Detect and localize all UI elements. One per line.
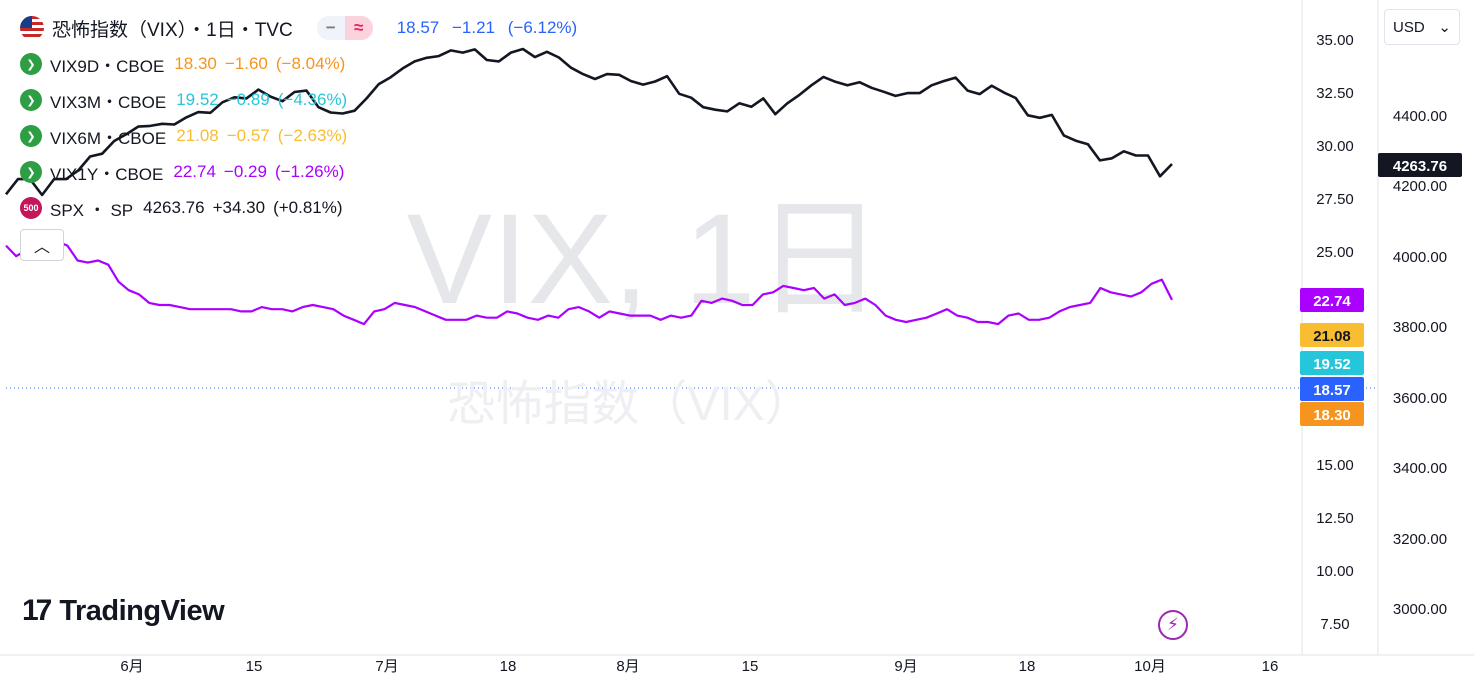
approx-icon[interactable]: ≈	[344, 16, 373, 40]
exchange-label: TVC	[254, 19, 293, 41]
right-axis-tick: 3200.00	[1393, 531, 1447, 548]
legend-change-pct: (+0.81%)	[273, 198, 343, 217]
lightning-icon[interactable]: ⚡	[1158, 610, 1188, 640]
right-axis-tick: 4200.00	[1393, 178, 1447, 195]
legend-change-pct: (−2.63%)	[277, 126, 348, 145]
chevron-down-icon: ⌄	[1438, 19, 1451, 36]
legend-row-vix9d[interactable]: ❯ VIX9D・CBOE 18.30 −1.60 (−8.04%)	[20, 46, 585, 82]
series-vix1y-line	[5, 240, 1173, 326]
legend-symbol: VIX6M・CBOE	[50, 128, 167, 148]
price-label-text: 22.74	[1313, 293, 1351, 310]
legend-symbol: VIX3M・CBOE	[50, 92, 167, 112]
time-axis-tick: 18	[1019, 658, 1036, 675]
watermark-sub: 恐怖指数（VIX）	[447, 378, 812, 431]
main-values: 18.57 −1.21 (−6.12%)	[397, 18, 585, 38]
currency-label: USD	[1393, 18, 1425, 36]
price-label-vix6m	[1300, 323, 1364, 347]
price-label-vix	[1300, 377, 1364, 401]
brand-name: TradingView	[59, 594, 225, 627]
time-axis-tick: 6月	[120, 658, 143, 675]
price-label-text: 4263.76	[1393, 158, 1447, 175]
series-title: 恐怖指数（VIX）	[52, 19, 188, 41]
right-axis-tick: 3400.00	[1393, 460, 1447, 477]
time-axis-tick: 7月	[375, 658, 398, 675]
legend-change-pct: (−4.36%)	[277, 90, 348, 109]
right-axis-tick: 4000.00	[1393, 249, 1447, 266]
watermark-main: VIX, 1日	[407, 188, 884, 331]
time-axis-tick: 9月	[894, 658, 917, 675]
price-label-vix9d	[1300, 402, 1364, 426]
legend-symbol: VIX1Y・CBOE	[50, 164, 164, 184]
legend-row-spx[interactable]: 500 SPX ・ SP 4263.76 +34.30 (+0.81%)	[20, 190, 585, 226]
interval-label: ・1日・	[187, 19, 255, 41]
legend-row-vix1y[interactable]: ❯ VIX1Y・CBOE 22.74 −0.29 (−1.26%)	[20, 154, 585, 190]
left-axis-tick: 7.50	[1320, 616, 1349, 633]
legend-change: −0.57	[226, 126, 270, 145]
time-axis-tick: 15	[742, 658, 759, 675]
legend-value: 21.08	[176, 126, 219, 145]
collapse-legend-button[interactable]: ︿	[20, 229, 64, 261]
main-series-row[interactable]: 恐怖指数（VIX）・1日・TVC − ≈ 18.57 −1.21 (−6.12%…	[20, 10, 585, 46]
left-axis-tick: 27.50	[1316, 191, 1354, 208]
legend-change-pct: (−1.26%)	[274, 162, 345, 181]
green-arrow-icon: ❯	[20, 53, 42, 75]
left-axis-tick: 25.00	[1316, 244, 1354, 261]
chevron-up-icon: ︿	[33, 239, 50, 256]
price-label-vix1y	[1300, 288, 1364, 312]
right-axis-tick: 4400.00	[1393, 108, 1447, 125]
green-arrow-icon: ❯	[20, 89, 42, 111]
currency-selector[interactable]: USD ⌄	[1384, 9, 1460, 45]
minus-icon[interactable]: −	[325, 18, 336, 37]
price-label-text: 21.08	[1313, 328, 1351, 345]
legend-change: −1.60	[224, 54, 268, 73]
left-axis-tick: 10.00	[1316, 563, 1354, 580]
time-axis-tick: 8月	[616, 658, 639, 675]
main-change-pct: (−6.12%)	[507, 18, 578, 37]
green-arrow-icon: ❯	[20, 161, 42, 183]
tradingview-mark-icon: 17	[22, 594, 52, 627]
main-change: −1.21	[451, 18, 495, 37]
main-price: 18.57	[396, 18, 440, 37]
right-axis-tick: 3800.00	[1393, 319, 1447, 336]
legend-change-pct: (−8.04%)	[275, 54, 346, 73]
legend-symbol: SPX ・ SP	[50, 200, 134, 220]
us-flag-icon	[20, 16, 44, 40]
legend-change: −0.89	[226, 90, 270, 109]
price-label-text: 19.52	[1313, 356, 1351, 373]
green-arrow-icon: ❯	[20, 125, 42, 147]
price-label-text: 18.57	[1313, 382, 1351, 399]
legend: 恐怖指数（VIX）・1日・TVC − ≈ 18.57 −1.21 (−6.12%…	[20, 10, 585, 226]
tradingview-logo[interactable]: 17 TradingView	[22, 594, 225, 628]
price-label-text: 18.30	[1313, 407, 1351, 424]
legend-symbol: VIX9D・CBOE	[50, 56, 165, 76]
left-axis-tick: 12.50	[1316, 510, 1354, 527]
price-label-vix3m	[1300, 351, 1364, 375]
legend-row-vix3m[interactable]: ❯ VIX3M・CBOE 19.52 −0.89 (−4.36%)	[20, 82, 585, 118]
left-axis-tick: 35.00	[1316, 32, 1354, 49]
legend-value: 19.52	[176, 90, 219, 109]
legend-rows: ❯ VIX9D・CBOE 18.30 −1.60 (−8.04%) ❯ VIX3M・CBOE…	[20, 46, 585, 226]
right-axis-tick: 3600.00	[1393, 390, 1447, 407]
legend-change: +34.30	[212, 198, 266, 217]
price-label-spx	[1378, 153, 1462, 177]
legend-change: −0.29	[223, 162, 267, 181]
legend-row-vix6m[interactable]: ❯ VIX6M・CBOE 21.08 −0.57 (−2.63%)	[20, 118, 585, 154]
time-axis-tick: 16	[1262, 658, 1279, 675]
left-axis-tick: 15.00	[1316, 457, 1354, 474]
sp500-icon: 500	[20, 197, 42, 219]
time-axis-tick: 10月	[1134, 658, 1166, 675]
left-axis-tick: 32.50	[1316, 85, 1354, 102]
market-status-pill[interactable]: − ≈	[316, 16, 373, 40]
legend-value: 22.74	[173, 162, 216, 181]
left-axis-tick: 30.00	[1316, 138, 1354, 155]
right-axis-tick: 3000.00	[1393, 601, 1447, 618]
time-axis-tick: 18	[500, 658, 517, 675]
legend-value: 4263.76	[143, 198, 205, 217]
series-spx-line	[4, 47, 1173, 197]
time-axis-tick: 15	[246, 658, 263, 675]
legend-value: 18.30	[174, 54, 217, 73]
